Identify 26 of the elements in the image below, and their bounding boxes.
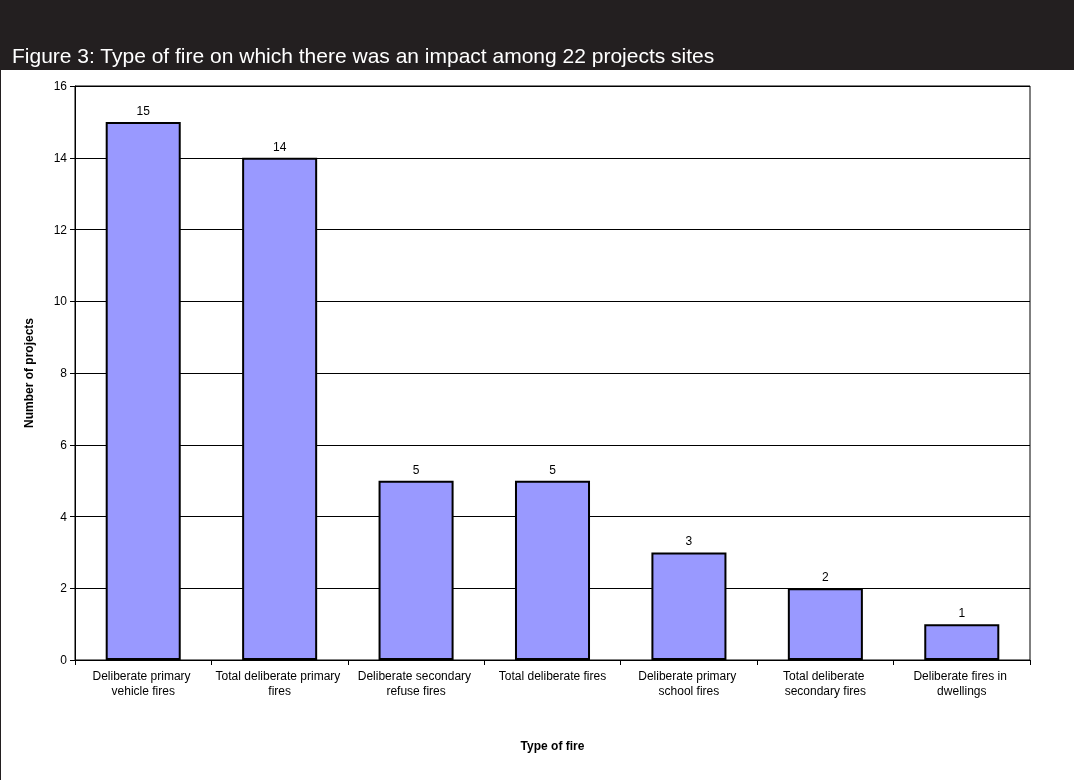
y-tick-label: 12 [53,222,68,237]
data-label: 2 [822,570,830,585]
x-axis-title: Type of fire [520,739,585,753]
y-tick-label: 6 [60,437,68,452]
x-tick-label: Deliberate fires in dwellings [913,668,1011,698]
y-axis-title: Number of projects [22,317,36,429]
data-label: 5 [412,462,420,477]
y-tick-label: 8 [60,366,68,380]
y-tick-label: 4 [60,509,68,524]
x-tick-label: Deliberate primary school fires [638,668,740,698]
x-tick-label: Deliberate primary vehicle fires [92,668,194,698]
y-tick-label: 16 [53,79,68,93]
data-label: 15 [136,103,151,118]
y-tick-label: 0 [60,653,68,667]
x-tick-label: Deliberate secondary refuse fires [357,668,475,698]
x-tick-label: Total deliberate primary fires [215,668,344,698]
chart-title: Figure 3: Type of fire on which there was an impact among 22 projects sites [12,44,715,68]
data-label: 14 [272,139,287,154]
x-tick-label: Total deliberate secondary fires [782,668,868,698]
y-tick-label: 2 [60,581,68,596]
data-label: 5 [549,462,557,477]
y-tick-label: 14 [53,150,68,165]
data-label: 3 [685,534,693,549]
x-tick-label: Total deliberate fires [498,668,607,683]
data-label: 1 [958,606,966,621]
y-tick-label: 10 [53,294,68,309]
